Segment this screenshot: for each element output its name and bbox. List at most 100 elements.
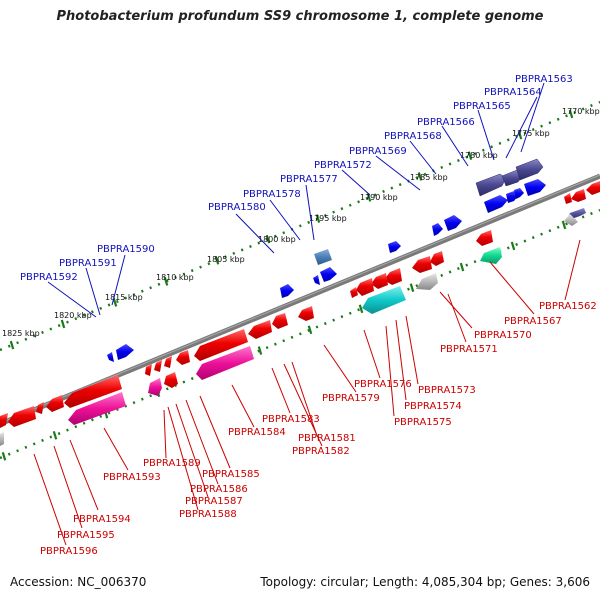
gene-arrow[interactable] [280,284,294,298]
gene-arrow[interactable] [515,158,544,181]
gene-arrow[interactable] [571,189,586,202]
gene-arrow[interactable] [362,286,406,314]
gene-arrow[interactable] [564,193,572,204]
gene-label-pbpra1569[interactable]: PBPRA1569 [349,146,407,157]
gene-arrow[interactable] [272,313,288,329]
gene-label-pbpra1585[interactable]: PBPRA1585 [202,469,260,480]
gene-arrow[interactable] [388,241,401,253]
gene-label-pbpra1589[interactable]: PBPRA1589 [143,458,201,469]
gene-label-pbpra1591[interactable]: PBPRA1591 [59,258,117,269]
gene-arrow[interactable] [8,406,36,427]
gene-label-pbpra1580[interactable]: PBPRA1580 [208,202,266,213]
gene-arrow[interactable] [107,352,114,362]
gene-label-pbpra1583[interactable]: PBPRA1583 [262,414,320,425]
gene-arrow[interactable] [320,267,337,282]
gene-arrow[interactable] [0,432,4,446]
gene-label-pbpra1590[interactable]: PBPRA1590 [97,244,155,255]
gene-label-pbpra1577[interactable]: PBPRA1577 [280,174,338,185]
gene-label-pbpra1563[interactable]: PBPRA1563 [515,74,573,85]
gene-label-pbpra1593[interactable]: PBPRA1593 [103,472,161,483]
gene-arrow[interactable] [586,181,600,195]
gene-label-pbpra1575[interactable]: PBPRA1575 [394,417,452,428]
gene-arrow[interactable] [196,346,254,380]
gene-arrow[interactable] [480,247,502,264]
gene-label-pbpra1594[interactable]: PBPRA1594 [73,514,131,525]
gene-label-pbpra1579[interactable]: PBPRA1579 [322,393,380,404]
gene-label-pbpra1564[interactable]: PBPRA1564 [484,87,542,98]
lower-gene-labels: PBPRA1562 PBPRA1567 PBPRA1570 PBPRA1571 … [40,301,597,557]
gene-arrow[interactable] [564,214,578,226]
gene-arrow[interactable] [314,249,332,265]
gene-arrow[interactable] [416,273,438,290]
lower-leader-lines [33,239,581,546]
gene-arrow[interactable] [384,268,402,285]
gene-arrow[interactable] [164,356,172,368]
kbp-tick-mark [257,346,263,355]
gene-arrow[interactable] [475,173,507,197]
gene-label-pbpra1573[interactable]: PBPRA1573 [418,385,476,396]
gene-label-pbpra1572[interactable]: PBPRA1572 [314,160,372,171]
gene-arrow[interactable] [116,344,134,360]
gene-label-pbpra1587[interactable]: PBPRA1587 [185,496,243,507]
gene-arrow[interactable] [164,372,178,388]
gene-label-pbpra1568[interactable]: PBPRA1568 [384,131,442,142]
gene-label-pbpra1570[interactable]: PBPRA1570 [474,330,532,341]
gene-label-pbpra1578[interactable]: PBPRA1578 [243,189,301,200]
gene-label-pbpra1567[interactable]: PBPRA1567 [504,316,562,327]
gene-label-pbpra1566[interactable]: PBPRA1566 [417,117,475,128]
gene-arrow[interactable] [0,413,8,428]
gene-arrow[interactable] [371,273,388,289]
kbp-tick-mark [307,325,313,335]
gene-label-pbpra1581[interactable]: PBPRA1581 [298,433,356,444]
gene-arrow[interactable] [484,195,508,213]
gene-label-pbpra1582[interactable]: PBPRA1582 [292,446,350,457]
gene-arrow[interactable] [444,215,462,231]
kbp-tick-mark [315,214,321,223]
gene-label-pbpra1592[interactable]: PBPRA1592 [20,272,78,283]
gene-arrow[interactable] [68,392,126,425]
gene-label-pbpra1588[interactable]: PBPRA1588 [179,509,237,520]
gene-label-pbpra1586[interactable]: PBPRA1586 [190,484,248,495]
gene-arrow[interactable] [194,329,248,361]
gene-arrow[interactable] [432,223,443,236]
tick-label-1820: 1820 kbp [54,311,92,320]
map-title: Photobacterium profundum SS9 chromosome … [56,9,544,24]
kbp-tick-mark [1,452,7,461]
gene-arrow[interactable] [412,256,432,273]
tick-label-1790: 1790 kbp [360,193,398,202]
gene-label-pbpra1584[interactable]: PBPRA1584 [228,427,286,438]
tick-label-1785: 1785 kbp [410,173,448,182]
gene-arrow[interactable] [313,275,320,285]
gene-arrow[interactable] [476,230,493,246]
gene-arrow[interactable] [145,364,152,376]
gene-arrow[interactable] [36,402,44,414]
tick-label-1815: 1815 kbp [105,293,143,302]
gene-arrow[interactable] [248,320,272,339]
gene-arrow[interactable] [148,378,162,396]
tick-label-1780: 1780 kbp [460,151,498,160]
gene-label-pbpra1565[interactable]: PBPRA1565 [453,101,511,112]
gene-arrow[interactable] [524,179,546,196]
gene-arrow[interactable] [430,251,444,266]
upper-strand-genes [107,158,546,362]
gene-arrow[interactable] [514,188,524,199]
accession-text: Accession: NC_006370 [10,575,147,589]
chromosome-backbone-highlight [0,174,600,424]
gene-label-pbpra1562[interactable]: PBPRA1562 [539,301,597,312]
topology-summary: Topology: circular; Length: 4,085,304 bp… [260,575,590,589]
gene-label-pbpra1595[interactable]: PBPRA1595 [57,530,115,541]
gene-arrow[interactable] [46,395,64,412]
gene-label-pbpra1571[interactable]: PBPRA1571 [440,344,498,355]
gene-arrow[interactable] [356,278,374,296]
gene-arrow[interactable] [350,287,358,298]
gene-arrow[interactable] [176,350,190,365]
kbp-tick-mark [214,255,220,265]
gene-arrow[interactable] [154,360,162,372]
kbp-tick-mark [163,277,169,286]
gene-label-pbpra1576[interactable]: PBPRA1576 [354,379,412,390]
gene-label-pbpra1596[interactable]: PBPRA1596 [40,546,98,557]
gene-arrow[interactable] [298,306,314,321]
kbp-tick-mark [265,234,271,244]
gene-arrow[interactable] [64,375,122,408]
gene-label-pbpra1574[interactable]: PBPRA1574 [404,401,462,412]
